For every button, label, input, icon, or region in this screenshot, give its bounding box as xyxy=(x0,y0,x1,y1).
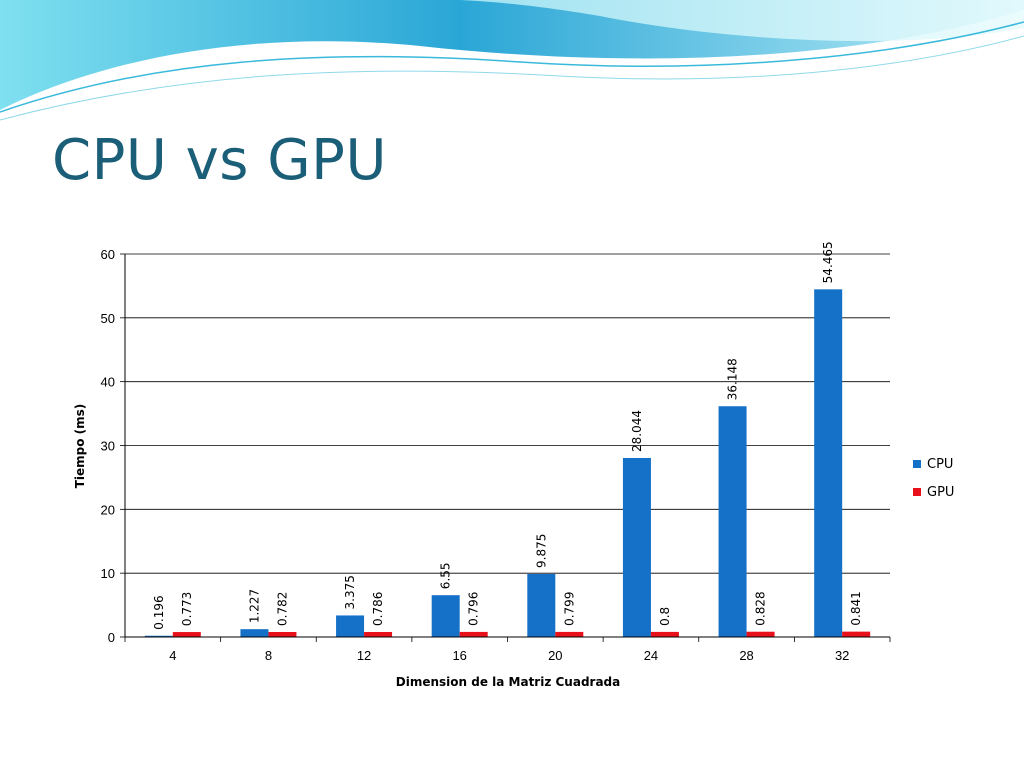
y-tick-label-30: 30 xyxy=(101,439,115,454)
legend-swatch-gpu xyxy=(913,488,921,496)
legend-label-cpu: CPU xyxy=(927,456,954,472)
decorative-banner xyxy=(0,0,1024,121)
legend: CPU GPU xyxy=(913,450,954,506)
x-axis-title: Dimension de la Matriz Cuadrada xyxy=(396,675,620,689)
slide-title: CPU vs GPU xyxy=(52,128,387,193)
data-label-gpu-12: 0.786 xyxy=(371,592,385,626)
data-label-cpu-8: 1.227 xyxy=(247,589,261,623)
x-tick-label-8: 8 xyxy=(265,648,272,663)
bar-gpu-28 xyxy=(746,631,775,637)
bar-cpu-16 xyxy=(431,595,460,637)
bar-gpu-8 xyxy=(268,632,297,637)
y-tick-label-20: 20 xyxy=(101,502,115,517)
data-labels: 0.196 0.773 1.227 0.782 3.375 0.786 6.55 0.796 9… xyxy=(152,241,863,629)
x-tick-label-4: 4 xyxy=(169,648,176,663)
data-label-gpu-20: 0.799 xyxy=(562,592,576,626)
data-label-cpu-16: 6.55 xyxy=(439,562,453,589)
legend-swatch-cpu xyxy=(913,460,921,468)
data-label-cpu-4: 0.196 xyxy=(152,595,166,629)
tick-labels: 0 10 20 30 40 50 60 4 8 12 16 20 24 28 32 xyxy=(101,247,850,663)
bar-cpu-4 xyxy=(144,635,173,637)
axes xyxy=(120,253,891,642)
bar-gpu-24 xyxy=(650,631,679,637)
data-label-cpu-28: 36.148 xyxy=(726,358,740,400)
grid-lines xyxy=(125,253,890,574)
bar-cpu-8 xyxy=(240,629,269,637)
data-label-cpu-24: 28.044 xyxy=(630,410,644,452)
bars xyxy=(144,289,871,637)
bar-gpu-4 xyxy=(172,632,201,637)
y-tick-label-40: 40 xyxy=(101,375,115,390)
y-tick-label-50: 50 xyxy=(101,311,115,326)
bar-cpu-28 xyxy=(718,406,747,637)
data-label-gpu-8: 0.782 xyxy=(275,592,289,626)
bar-cpu-20 xyxy=(527,573,556,637)
bar-gpu-12 xyxy=(364,631,393,637)
x-tick-label-12: 12 xyxy=(357,648,371,663)
x-tick-label-24: 24 xyxy=(644,648,658,663)
y-tick-label-10: 10 xyxy=(101,566,115,581)
bar-cpu-12 xyxy=(336,615,365,637)
data-label-gpu-24: 0.8 xyxy=(658,607,672,626)
legend-label-gpu: GPU xyxy=(927,484,955,500)
y-axis-title: Tiempo (ms) xyxy=(73,404,87,489)
y-tick-label-60: 60 xyxy=(101,247,115,262)
bar-gpu-20 xyxy=(555,631,584,637)
data-label-cpu-32: 54.465 xyxy=(821,241,835,283)
bar-cpu-24 xyxy=(622,457,651,637)
data-label-cpu-12: 3.375 xyxy=(343,575,357,609)
legend-item-gpu: GPU xyxy=(913,478,954,506)
legend-item-cpu: CPU xyxy=(913,450,954,478)
x-tick-label-32: 32 xyxy=(835,648,849,663)
bar-gpu-32 xyxy=(842,631,871,637)
bar-gpu-16 xyxy=(459,631,488,637)
x-tick-label-28: 28 xyxy=(739,648,753,663)
data-label-gpu-4: 0.773 xyxy=(180,592,194,626)
data-label-gpu-32: 0.841 xyxy=(849,591,863,625)
x-tick-label-20: 20 xyxy=(548,648,562,663)
data-label-gpu-16: 0.796 xyxy=(467,592,481,626)
data-label-cpu-20: 9.875 xyxy=(534,534,548,568)
data-label-gpu-28: 0.828 xyxy=(754,591,768,625)
x-tick-label-16: 16 xyxy=(452,648,466,663)
y-tick-label-0: 0 xyxy=(108,630,115,645)
bar-cpu-32 xyxy=(814,289,843,637)
